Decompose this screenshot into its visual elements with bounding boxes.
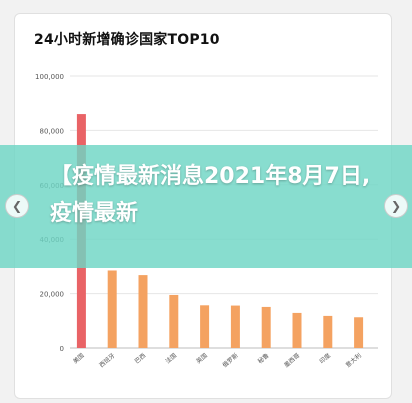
chevron-right-icon[interactable]: ❯: [384, 194, 408, 218]
bar[interactable]: [200, 305, 210, 348]
y-tick-label: 100,000: [35, 73, 64, 81]
x-tick-label: 美国: [71, 351, 85, 365]
prev-glyph: ❮: [11, 199, 23, 213]
x-tick-label: 英国: [195, 351, 209, 365]
y-tick-label: 80,000: [40, 127, 65, 135]
bar[interactable]: [292, 312, 302, 348]
chevron-left-icon[interactable]: ❮: [5, 194, 29, 218]
chart-title: 24小时新增确诊国家TOP10: [34, 32, 220, 48]
bar[interactable]: [261, 306, 271, 348]
x-tick-label: 巴西: [134, 352, 148, 365]
x-tick-label: 印度: [318, 351, 332, 365]
bar[interactable]: [230, 305, 240, 348]
headline-banner[interactable]: [0, 145, 412, 268]
headline-text[interactable]: 【疫情最新消息2021年8月7日,疫情最新: [50, 164, 371, 226]
next-glyph: ❯: [390, 199, 402, 213]
y-tick-label: 0: [60, 345, 64, 353]
bar[interactable]: [169, 294, 179, 348]
x-tick-label: 意大利: [344, 351, 363, 369]
x-tick-label: 秘鲁: [256, 351, 270, 365]
x-tick-label: 法国: [164, 351, 178, 365]
x-tick-label: 墨西哥: [283, 352, 301, 369]
y-tick-label: 20,000: [40, 291, 65, 299]
bar[interactable]: [354, 317, 364, 348]
x-tick-label: 西班牙: [98, 351, 117, 369]
bar[interactable]: [323, 315, 333, 348]
bar[interactable]: [107, 270, 117, 348]
x-tick-label: 俄罗斯: [221, 351, 240, 369]
bar[interactable]: [138, 275, 148, 348]
